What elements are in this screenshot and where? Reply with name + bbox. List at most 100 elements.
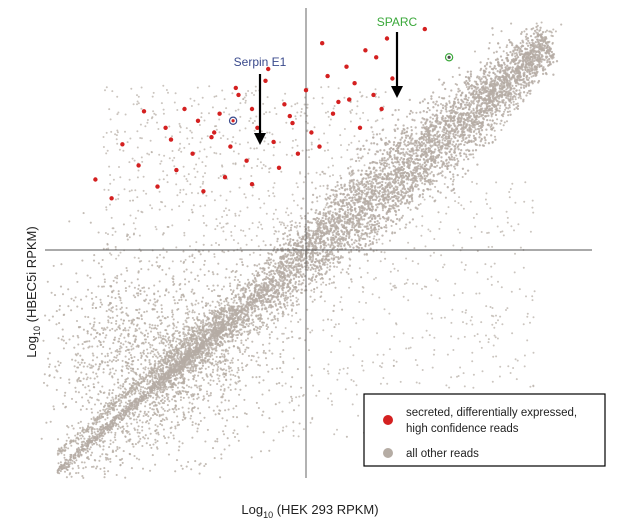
gray-point xyxy=(491,68,495,71)
gray-point xyxy=(235,308,238,311)
gray-point xyxy=(393,157,397,160)
gray-point xyxy=(366,193,369,196)
gray-point xyxy=(261,291,264,294)
gray-point xyxy=(361,191,365,194)
gray-point xyxy=(279,285,282,288)
gray-point xyxy=(422,188,425,192)
gray-point xyxy=(344,196,347,199)
gray-point xyxy=(214,349,217,352)
gray-point xyxy=(340,207,343,211)
gray-point xyxy=(508,41,512,44)
gray-point xyxy=(440,159,443,163)
gray-point xyxy=(446,147,449,150)
gray-point xyxy=(364,177,368,180)
gray-point xyxy=(513,48,517,51)
gray-point xyxy=(398,219,401,222)
gray-point xyxy=(364,242,367,246)
gray-point xyxy=(540,53,543,57)
gray-point xyxy=(366,235,369,238)
gray-point xyxy=(352,246,355,249)
gray-point xyxy=(478,144,481,147)
gray-point xyxy=(374,192,377,196)
gray-point xyxy=(456,108,459,111)
gray-point xyxy=(313,240,316,243)
gray-point xyxy=(351,209,354,212)
gray-point xyxy=(412,152,415,155)
gray-point xyxy=(306,327,309,330)
gray-point xyxy=(295,265,298,268)
gray-point xyxy=(266,298,270,301)
gray-point xyxy=(75,472,78,475)
gray-point xyxy=(204,357,207,360)
gray-point xyxy=(482,75,485,78)
gray-point xyxy=(506,92,509,95)
gray-point xyxy=(423,127,426,130)
gray-point xyxy=(545,46,548,50)
gray-point xyxy=(491,82,494,86)
gray-point xyxy=(316,253,320,257)
gray-point xyxy=(511,52,514,56)
gray-point xyxy=(144,405,147,408)
gray-point xyxy=(524,47,527,51)
gray-point xyxy=(441,141,444,144)
gray-point xyxy=(439,191,442,194)
gray-point xyxy=(384,257,387,260)
gray-point xyxy=(377,199,381,203)
gray-point xyxy=(84,451,88,454)
gray-point xyxy=(262,321,266,324)
gray-point xyxy=(260,282,263,285)
gray-point xyxy=(531,79,534,83)
gray-point xyxy=(414,158,417,161)
gray-point xyxy=(472,140,476,143)
gray-point xyxy=(388,147,391,151)
gray-point xyxy=(232,333,235,336)
gray-point xyxy=(544,30,547,33)
gray-point xyxy=(408,150,411,153)
gray-point xyxy=(555,60,559,63)
gray-point xyxy=(495,104,498,107)
gray-point xyxy=(428,141,431,144)
gray-point xyxy=(201,332,204,336)
gray-point xyxy=(416,144,419,147)
gray-point xyxy=(314,261,317,264)
gray-point xyxy=(525,56,528,59)
gray-point xyxy=(263,277,266,281)
gray-point xyxy=(165,366,168,369)
gray-point xyxy=(375,195,378,198)
gray-point xyxy=(434,199,437,202)
gray-point xyxy=(263,262,266,265)
gray-point xyxy=(378,189,382,193)
gray-point xyxy=(83,461,86,464)
gray-point xyxy=(379,149,382,152)
gray-point xyxy=(441,104,445,107)
gray-point xyxy=(526,68,529,71)
gray-point xyxy=(473,126,476,129)
gray-point xyxy=(229,335,232,339)
gray-point xyxy=(367,205,370,208)
gray-point xyxy=(330,250,333,253)
gray-point xyxy=(486,102,489,105)
gray-point xyxy=(237,293,240,296)
gray-point xyxy=(396,191,399,195)
gray-point xyxy=(267,256,270,260)
gray-point xyxy=(345,201,348,205)
gray-point xyxy=(455,128,458,131)
gray-point xyxy=(417,141,420,144)
gray-point xyxy=(368,239,372,243)
gray-point xyxy=(399,172,402,175)
gray-point xyxy=(401,160,404,164)
gray-point xyxy=(336,230,340,233)
gray-point xyxy=(367,186,370,189)
gray-point xyxy=(329,238,333,241)
gray-point xyxy=(548,57,551,61)
gray-point xyxy=(311,201,314,204)
gray-point xyxy=(368,148,371,151)
gray-point xyxy=(365,212,369,215)
gray-point xyxy=(459,103,462,106)
gray-point xyxy=(471,125,474,128)
gray-point xyxy=(465,85,468,89)
gray-point xyxy=(540,33,544,36)
gray-point xyxy=(343,183,346,186)
gray-point xyxy=(521,44,525,48)
gray-point xyxy=(360,157,363,160)
